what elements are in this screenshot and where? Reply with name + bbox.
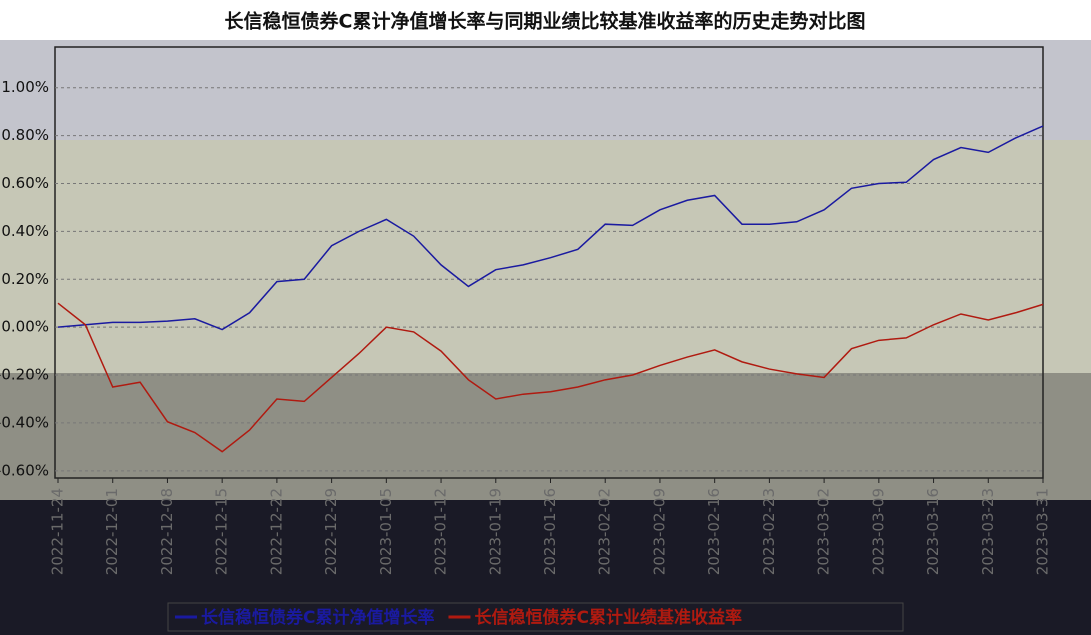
title-area — [0, 0, 1091, 40]
plot-bg — [0, 140, 1091, 373]
x-tick-label: 2022-12-22 — [267, 488, 285, 575]
y-tick-label: 0.60% — [1, 174, 49, 192]
y-tick-label: 1.00% — [1, 78, 49, 96]
plot-frame — [54, 46, 1044, 479]
y-tick-label: -0.20% — [0, 366, 49, 384]
y-tick-label: -0.40% — [0, 413, 49, 431]
x-tick-label: 2022-12-01 — [103, 488, 121, 575]
plot-lower-bg — [0, 373, 1091, 500]
y-tick-label: 0.20% — [1, 270, 49, 288]
x-tick-label: 2023-01-26 — [541, 488, 559, 575]
series-line — [57, 302, 1044, 453]
x-tick-label: 2022-12-08 — [158, 488, 176, 575]
y-tick-label: 0.80% — [1, 126, 49, 144]
x-tick-label: 2023-03-23 — [979, 488, 997, 575]
x-tick-label: 2023-02-16 — [705, 488, 723, 575]
x-tick-label: 2023-01-05 — [377, 488, 395, 575]
x-tick-label: 2023-03-02 — [815, 488, 833, 575]
series-line — [57, 125, 1044, 331]
x-tick-label: 2023-02-09 — [650, 488, 668, 575]
x-tick-label: 2023-02-23 — [760, 488, 778, 575]
chart-title: 长信稳恒债券C累计净值增长率与同期业绩比较基准收益率的历史走势对比图 — [225, 10, 866, 33]
x-tick-label: 2023-01-12 — [432, 488, 450, 575]
x-tick-label: 2023-03-09 — [869, 488, 887, 575]
legend-box — [167, 602, 904, 632]
x-tick-label: 2023-01-19 — [486, 488, 504, 575]
x-tick-label: 2022-12-29 — [322, 488, 340, 575]
x-tick-label: 2023-02-02 — [596, 488, 614, 575]
legend-label: 长信稳恒债券C累计业绩基准收益率 — [474, 607, 741, 628]
y-tick-label: 0.00% — [1, 318, 49, 336]
y-tick-label: -0.60% — [0, 461, 49, 479]
x-tick-label: 2023-03-16 — [924, 488, 942, 575]
x-tick-label: 2022-12-15 — [213, 488, 231, 575]
legend: 长信稳恒债券C累计净值增长率 长信稳恒债券C累计业绩基准收益率 — [167, 602, 904, 632]
x-tick-label: 2023-03-31 — [1034, 488, 1052, 575]
x-tick-label: 2022-11-24 — [49, 488, 67, 575]
legend-label: 长信稳恒债券C累计净值增长率 — [201, 607, 434, 628]
y-tick-label: 0.40% — [1, 222, 49, 240]
